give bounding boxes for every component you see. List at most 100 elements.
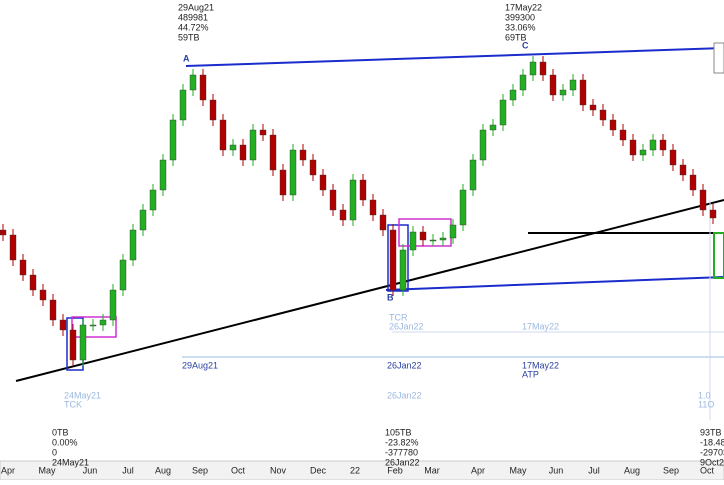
candle-body [629,139,637,156]
candle-body [89,324,97,327]
x-tick-label: Aug [624,465,640,475]
light-label: 17May22 [522,321,559,331]
candle-body [379,214,387,231]
candle-body [79,324,87,361]
candle-body [449,224,457,239]
candle-body [359,179,367,201]
candle-body [539,61,547,76]
x-tick-label: Apr [1,465,15,475]
x-tick-label: Jul [122,465,134,475]
candle-body [0,229,7,236]
candle-body [329,189,337,211]
candle-body [99,319,107,326]
light-label: 26Jan22 [387,390,422,400]
x-tick-label: Sep [663,465,679,475]
point-label: C [522,40,529,50]
candle-body [579,79,587,106]
blue-box [387,224,409,292]
date-label: 26Jan22 [387,360,422,370]
x-tick-label: Mar [424,465,440,475]
candle-body [389,229,397,291]
candle-body [499,99,507,126]
point-label: B [387,292,394,302]
x-tick-label: Jul [588,465,600,475]
candle-body [369,199,377,216]
candle-body [439,237,447,241]
candle-body [659,139,667,151]
candle-body [159,159,167,191]
annotation: 69TB [505,32,527,42]
candle-body [219,119,227,151]
candle-body [129,229,137,261]
candle-body [29,274,37,291]
candle-body [509,89,517,101]
annotation: 0.00% [52,437,78,447]
annotation: 33.06% [505,22,536,32]
x-tick-label: Nov [270,465,287,475]
annotation: 26Jan22 [385,457,420,467]
annotation: 0TB [52,427,69,437]
candle-body [119,259,127,291]
candle-body [619,129,627,141]
candle-body [589,104,597,111]
candle-body [569,79,577,91]
annotation: 24May21 [52,457,89,467]
candle-body [229,144,237,151]
x-tick-label: Dec [310,465,327,475]
x-tick-label: Apr [471,465,485,475]
candle-body [549,74,557,96]
x-tick-label: 22 [350,465,360,475]
annotation: -377780 [385,447,418,457]
x-tick-label: Aug [155,465,171,475]
annotation: 29Aug21 [178,2,214,12]
x-tick-label: May [38,465,56,475]
point-label: A [183,53,190,63]
date-label: 29Aug21 [182,360,218,370]
candle-body [239,144,247,161]
candle-body [59,319,67,331]
candle-body [139,209,147,231]
light-label: 11O [698,399,714,409]
light-label: 26Jan22 [389,321,424,331]
lower-channel-line [385,276,724,291]
annotation: 0 [52,447,57,457]
light-label: TCK [64,399,82,409]
candle-body [39,289,47,301]
annotation: 489981 [178,12,208,22]
candle-body [429,239,437,242]
annotation: 105TB [385,427,412,437]
candle-body [669,149,677,166]
annotation: -23.82% [385,437,419,447]
light-label: 1.0 [698,390,711,400]
candle-body [49,299,57,321]
candle-body [489,124,497,131]
x-tick-label: Jun [549,465,564,475]
magenta-box [71,316,117,338]
candle-body [109,289,117,321]
target-box [713,232,724,279]
candle-body [699,189,707,211]
candle-body [199,74,207,101]
x-tick-label: Feb [387,465,403,475]
candle-body [209,99,217,121]
candle-body [479,129,487,161]
light-label: TCR [389,312,408,322]
annotation: 17May22 [505,2,542,12]
candle-body [469,159,477,191]
candle-body [299,149,307,161]
candle-body [339,209,347,221]
annotation: -18.48 [700,437,724,447]
candle-body [459,189,467,226]
annotation: 399300 [505,12,535,22]
x-tick-label: Oct [700,465,715,475]
side-panel [713,42,724,74]
candle-body [69,329,77,361]
candle-body [419,231,427,241]
candle-body [249,129,257,161]
candle-body [189,74,197,91]
candle-body [289,149,297,196]
candle-body [279,169,287,196]
candle-body [149,189,157,211]
x-axis-bar [0,460,724,481]
